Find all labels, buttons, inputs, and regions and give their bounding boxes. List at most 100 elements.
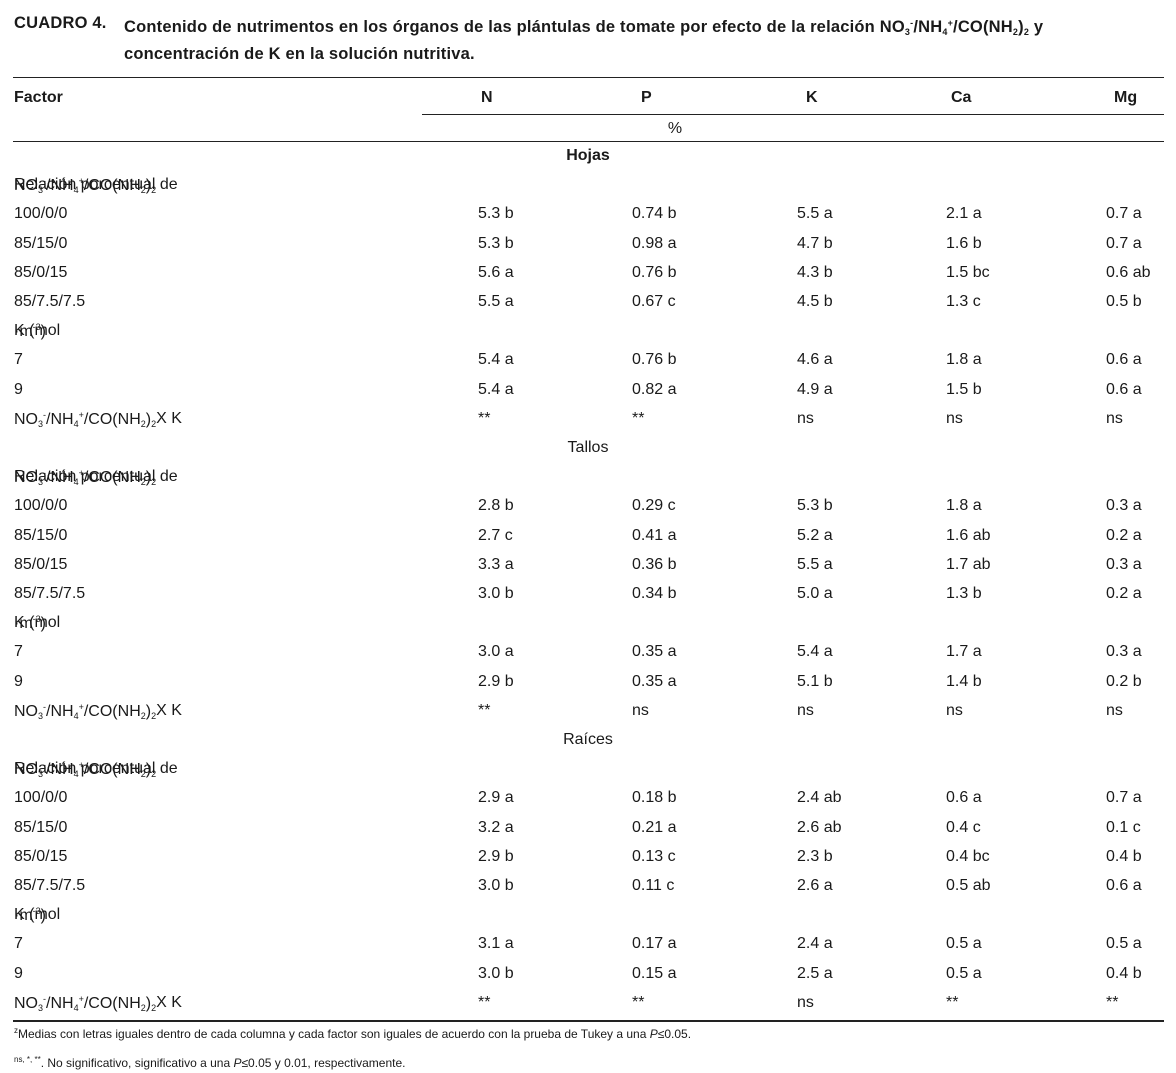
cell-ca: ns [946, 701, 963, 719]
cell-k: 2.5 a [797, 964, 833, 982]
header-sub-rule [422, 114, 1164, 115]
cell-mg: 0.7 a [1106, 205, 1142, 223]
cell-mg: 0.4 b [1106, 964, 1142, 982]
cell-mg: 0.3 a [1106, 555, 1142, 573]
cell-p: 0.35 a [632, 643, 677, 661]
cell-ca: 0.4 c [946, 818, 981, 836]
cell-p: 0.21 a [632, 818, 677, 836]
table-row: 7 5.4 a 0.76 b 4.6 a 1.8 a 0.6 a [0, 351, 1176, 377]
cell-k: 5.4 a [797, 643, 833, 661]
cell-k: 5.1 b [797, 672, 833, 690]
cell-k: ns [797, 409, 814, 427]
header-col-k: K [806, 89, 818, 106]
table-row: 100/0/0 2.9 a 0.18 b 2.4 ab 0.6 a 0.7 a [0, 789, 1176, 815]
cell-k: 4.7 b [797, 234, 833, 252]
row-factor: NO3-/NH4+/CO(NH2)2 X K [14, 993, 182, 1013]
cell-ca: 2.1 a [946, 205, 982, 223]
cell-ca: 0.5 ab [946, 877, 991, 894]
header-col-ca: Ca [951, 89, 972, 106]
cell-ca: 0.6 a [946, 789, 982, 807]
row-factor: 7 [14, 351, 23, 369]
table-row: 85/15/0 2.7 c 0.41 a 5.2 a 1.6 ab 0.2 a [0, 527, 1176, 553]
row-factor: 85/0/15 [14, 263, 68, 281]
cell-p: 0.41 a [632, 526, 677, 544]
cell-k: 2.3 b [797, 847, 833, 865]
cell-mg: 0.7 a [1106, 234, 1142, 252]
cell-ca: 1.3 b [946, 585, 982, 602]
row-factor: K (mol ·m-3) [14, 906, 61, 925]
cell-ca: 1.6 ab [946, 526, 991, 544]
cell-ca: 1.5 bc [946, 263, 990, 281]
cell-mg: 0.3 a [1106, 497, 1142, 515]
cell-p: 0.11 c [632, 877, 675, 894]
header-bottom-rule [13, 141, 1164, 142]
cell-p: 0.76 b [632, 351, 677, 369]
cell-n: 3.0 b [478, 585, 514, 602]
cell-n: 2.8 b [478, 497, 514, 515]
cell-ca: 1.7 ab [946, 555, 991, 573]
cell-k: 4.9 a [797, 380, 833, 398]
cell-mg: 0.4 b [1106, 847, 1142, 865]
cell-k: 5.3 b [797, 497, 833, 515]
row-factor: 7 [14, 643, 23, 661]
cell-k: 5.5 a [797, 555, 833, 573]
cell-mg: ns [1106, 701, 1123, 719]
table-row: 85/0/15 5.6 a 0.76 b 4.3 b 1.5 bc 0.6 ab [0, 264, 1176, 290]
row-factor: Relación porcentual de NO3-/NH4+/CO(NH2)2 [14, 176, 178, 196]
row-factor: 85/15/0 [14, 526, 68, 544]
row-factor: 100/0/0 [14, 497, 68, 515]
row-factor: 9 [14, 964, 23, 982]
cell-ca: 1.3 c [946, 293, 981, 310]
table-row: 85/15/0 5.3 b 0.98 a 4.7 b 1.6 b 0.7 a [0, 235, 1176, 261]
cell-mg: 0.6 a [1106, 351, 1142, 369]
cell-mg: 0.7 a [1106, 789, 1142, 807]
table-caption: CUADRO 4. Contenido de nutrimentos en lo… [14, 12, 1164, 65]
cell-mg: 0.6 a [1106, 380, 1142, 398]
cell-p: 0.98 a [632, 234, 677, 252]
row-factor: K (mol ·m-3) [14, 322, 61, 341]
interaction-row: NO3-/NH4+/CO(NH2)2 X K ** ns ns ns ns [0, 702, 1176, 728]
caption-label: CUADRO 4. [14, 14, 107, 32]
table-row: 85/0/15 3.3 a 0.36 b 5.5 a 1.7 ab 0.3 a [0, 556, 1176, 582]
header-col-p: P [641, 89, 652, 106]
row-factor: Relación porcentual de NO3-/NH4+/CO(NH2)2 [14, 760, 178, 780]
cell-n: 3.0 b [478, 964, 514, 982]
table-row: 85/7.5/7.5 5.5 a 0.67 c 4.5 b 1.3 c 0.5 b [0, 293, 1176, 319]
table-bottom-rule [13, 1020, 1164, 1022]
header-factor: Factor [14, 89, 63, 106]
ratio-heading-row: Relación porcentual de NO3-/NH4+/CO(NH2)2 [0, 760, 1176, 786]
row-factor: K (mol ·m-3) [14, 614, 61, 633]
cell-n: 3.0 b [478, 877, 514, 894]
cell-k: 5.5 a [797, 205, 833, 223]
cell-n: ** [478, 993, 491, 1011]
cell-ca: 1.4 b [946, 672, 982, 690]
cell-ca: 1.5 b [946, 380, 982, 398]
cell-n: ** [478, 701, 491, 719]
row-factor: 85/7.5/7.5 [14, 585, 86, 602]
table-row: 9 2.9 b 0.35 a 5.1 b 1.4 b 0.2 b [0, 673, 1176, 699]
cell-p: 0.76 b [632, 263, 677, 281]
cell-mg: 0.2 b [1106, 672, 1142, 690]
row-factor: 85/15/0 [14, 818, 68, 836]
cell-p: 0.34 b [632, 585, 677, 602]
table-row: 85/0/15 2.9 b 0.13 c 2.3 b 0.4 bc 0.4 b [0, 848, 1176, 874]
cell-ca: 1.7 a [946, 643, 982, 661]
header-col-mg: Mg [1114, 89, 1138, 106]
cell-p: 0.35 a [632, 672, 677, 690]
table-row: 9 3.0 b 0.15 a 2.5 a 0.5 a 0.4 b [0, 965, 1176, 991]
footnote-tukey: zMedias con letras iguales dentro de cad… [14, 1026, 692, 1041]
table-row: 9 5.4 a 0.82 a 4.9 a 1.5 b 0.6 a [0, 381, 1176, 407]
cell-ca: 0.5 a [946, 935, 982, 953]
cell-ca: ns [946, 409, 963, 427]
table-row: 85/7.5/7.5 3.0 b 0.11 c 2.6 a 0.5 ab 0.6 a [0, 877, 1176, 903]
row-factor: 85/0/15 [14, 555, 68, 573]
row-factor: 85/7.5/7.5 [14, 293, 86, 310]
unit-label: % [667, 120, 683, 137]
cell-k: ns [797, 701, 814, 719]
row-factor: 100/0/0 [14, 205, 68, 223]
cell-k: 5.0 a [797, 585, 833, 602]
cell-k: 2.6 a [797, 877, 833, 894]
cell-n: 3.1 a [478, 935, 514, 953]
row-factor: 7 [14, 935, 23, 953]
cell-mg: 0.6 a [1106, 877, 1142, 894]
